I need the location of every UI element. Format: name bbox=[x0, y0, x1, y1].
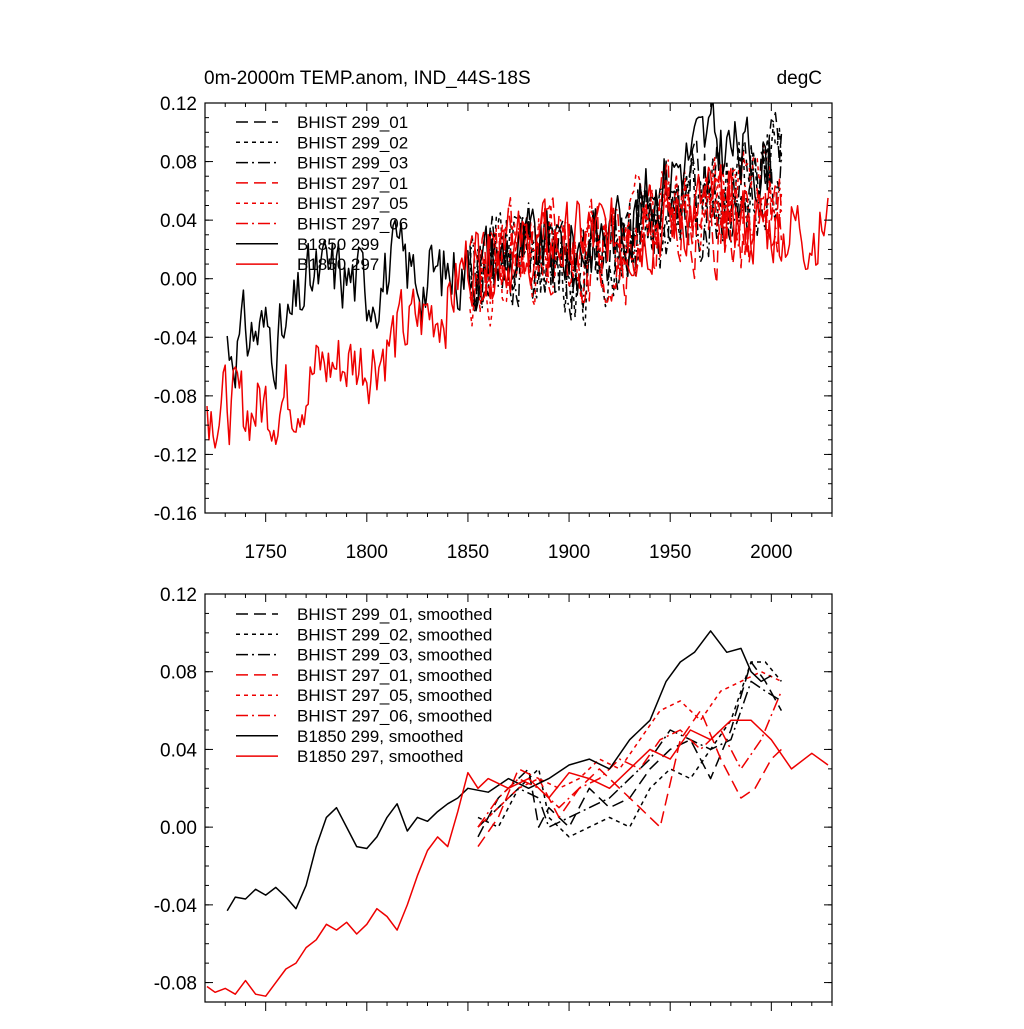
y-tick-label: -0.16 bbox=[154, 504, 197, 525]
series-line-bhist-299-02-smoothed bbox=[477, 661, 782, 838]
x-tick-label: 1800 bbox=[346, 542, 388, 563]
x-tick-label: 1900 bbox=[548, 542, 590, 563]
y-tick-label: 0.12 bbox=[160, 94, 197, 115]
series-line-bhist-299-01-smoothed bbox=[477, 661, 783, 838]
y-tick-label: 0.04 bbox=[160, 211, 197, 232]
y-tick-label: -0.04 bbox=[154, 328, 198, 349]
x-tick-label: 1850 bbox=[447, 542, 489, 563]
series-line-b1850-299-smoothed bbox=[226, 630, 772, 912]
legend-label-bhist-299-02-smoothed: BHIST 299_02, smoothed bbox=[297, 625, 492, 644]
series-line-bhist-297-01 bbox=[469, 181, 783, 308]
y-tick-label: 0.04 bbox=[160, 740, 197, 761]
legend-label-b1850-297: B1850 297 bbox=[297, 255, 379, 274]
x-tick-label: 2000 bbox=[750, 542, 792, 563]
smoothed-plot-frame bbox=[204, 593, 833, 1003]
units-label: degC bbox=[777, 68, 822, 89]
legend-label-bhist-297-06: BHIST 297_06 bbox=[297, 215, 408, 234]
legend-label-bhist-297-01: BHIST 297_01 bbox=[297, 174, 408, 193]
chart-title: 0m-2000m TEMP.anom, IND_44S-18S bbox=[204, 68, 531, 89]
x-tick-label: 1950 bbox=[649, 542, 691, 563]
legend-label-b1850-299-smoothed: B1850 299, smoothed bbox=[297, 727, 463, 746]
legend-label-bhist-297-01-smoothed: BHIST 297_01, smoothed bbox=[297, 666, 492, 685]
series-line-b1850-297-smoothed bbox=[206, 719, 829, 997]
smoothed-series-group bbox=[206, 630, 829, 997]
y-tick-label: 0.08 bbox=[160, 153, 197, 174]
legend-label-b1850-297-smoothed: B1850 297, smoothed bbox=[297, 747, 463, 766]
legend-label-b1850-299: B1850 299 bbox=[297, 235, 379, 254]
y-tick-label: -0.08 bbox=[154, 974, 197, 995]
legend-label-bhist-299-03: BHIST 299_03 bbox=[297, 154, 408, 173]
series-line-bhist-299-03-smoothed bbox=[477, 680, 782, 828]
legend-label-bhist-297-05-smoothed: BHIST 297_05, smoothed bbox=[297, 686, 492, 705]
smoothed-panel: -0.08 -0.04 0.00 0.04 0.08 0.12 BHIST 299_01, … bbox=[154, 585, 833, 1011]
y-tick-label: -0.04 bbox=[154, 896, 198, 917]
series-line-bhist-297-06-smoothed bbox=[477, 690, 783, 828]
y-tick-label: 0.08 bbox=[160, 663, 197, 684]
y-tick-label: -0.08 bbox=[154, 387, 197, 408]
series-line-b1850-297 bbox=[206, 164, 829, 449]
legend-label-bhist-299-01-smoothed: BHIST 299_01, smoothed bbox=[297, 605, 492, 624]
y-tick-label: 0.00 bbox=[160, 270, 197, 291]
series-line-bhist-297-06 bbox=[469, 159, 783, 305]
annual-series-group bbox=[206, 103, 829, 449]
annual-panel: -0.16 -0.12 -0.08 -0.04 0.00 0.04 0.08 0.12 1750… bbox=[154, 94, 833, 563]
legend-label-bhist-297-06-smoothed: BHIST 297_06, smoothed bbox=[297, 707, 492, 726]
series-line-bhist-297-05-smoothed bbox=[477, 670, 782, 828]
y-tick-label: 0.12 bbox=[160, 585, 197, 606]
series-line-bhist-297-01-smoothed bbox=[477, 709, 782, 848]
legend-label-bhist-297-05: BHIST 297_05 bbox=[297, 194, 408, 213]
y-tick-label: -0.12 bbox=[154, 445, 197, 466]
legend-label-bhist-299-02: BHIST 299_02 bbox=[297, 133, 408, 152]
y-tick-label: 0.00 bbox=[160, 818, 197, 839]
legend-label-bhist-299-01: BHIST 299_01 bbox=[297, 113, 408, 132]
x-tick-label: 1750 bbox=[245, 542, 287, 563]
legend-label-bhist-299-03-smoothed: BHIST 299_03, smoothed bbox=[297, 646, 492, 665]
